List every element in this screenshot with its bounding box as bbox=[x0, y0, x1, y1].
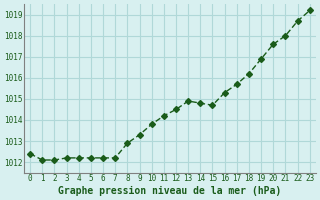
X-axis label: Graphe pression niveau de la mer (hPa): Graphe pression niveau de la mer (hPa) bbox=[58, 186, 282, 196]
